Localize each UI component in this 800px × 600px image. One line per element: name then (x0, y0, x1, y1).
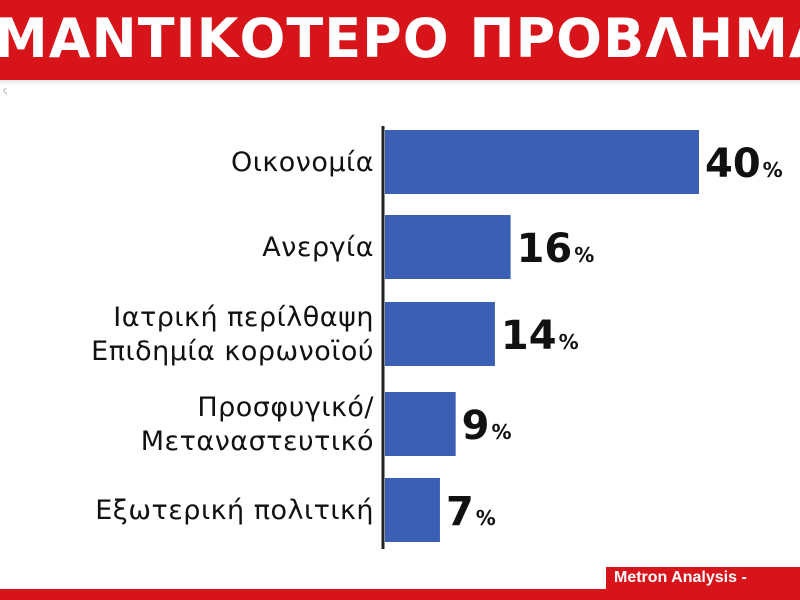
category-label: Προσφυγικό/Μεταναστευτικό (141, 392, 375, 457)
category-label: Ανεργία (262, 232, 374, 263)
bar (385, 392, 456, 456)
category-label: Ιατρική περίλθαψη Επιδημία κορωνοϊού (91, 302, 374, 367)
bar-chart: Οικονομία 40% Ανεργία 16% Ιατρική περίλθαψη Ε… (0, 86, 800, 566)
value-label: 40% (705, 141, 783, 187)
header-divider (0, 80, 800, 86)
category-label: Εξωτερική πολιτική (95, 495, 374, 526)
value-label: 14% (501, 313, 579, 359)
value-label: 9% (462, 403, 512, 449)
bar (385, 302, 495, 366)
bottom-bar (0, 589, 800, 600)
bar (385, 215, 511, 279)
bar (385, 478, 440, 542)
value-label: 7% (446, 489, 496, 535)
bar-chart-svg: Οικονομία 40 % Ανεργία 16 % Ιατρική περίλθαψη Ε… (91, 126, 783, 549)
corner-mark: ς (3, 86, 8, 95)
value-label: 16% (517, 226, 595, 272)
source-label: Metron Analysis - (606, 567, 800, 589)
category-label: Οικονομία (231, 147, 374, 178)
header-bar: ΜΑΝΤΙΚΟΤΕΡΟ ΠΡΟΒΛΗΜΑ ΤΗ (0, 0, 800, 80)
bar (385, 130, 699, 194)
page-title: ΜΑΝΤΙΚΟΤΕΡΟ ΠΡΟΒΛΗΜΑ ΤΗ (0, 7, 800, 70)
